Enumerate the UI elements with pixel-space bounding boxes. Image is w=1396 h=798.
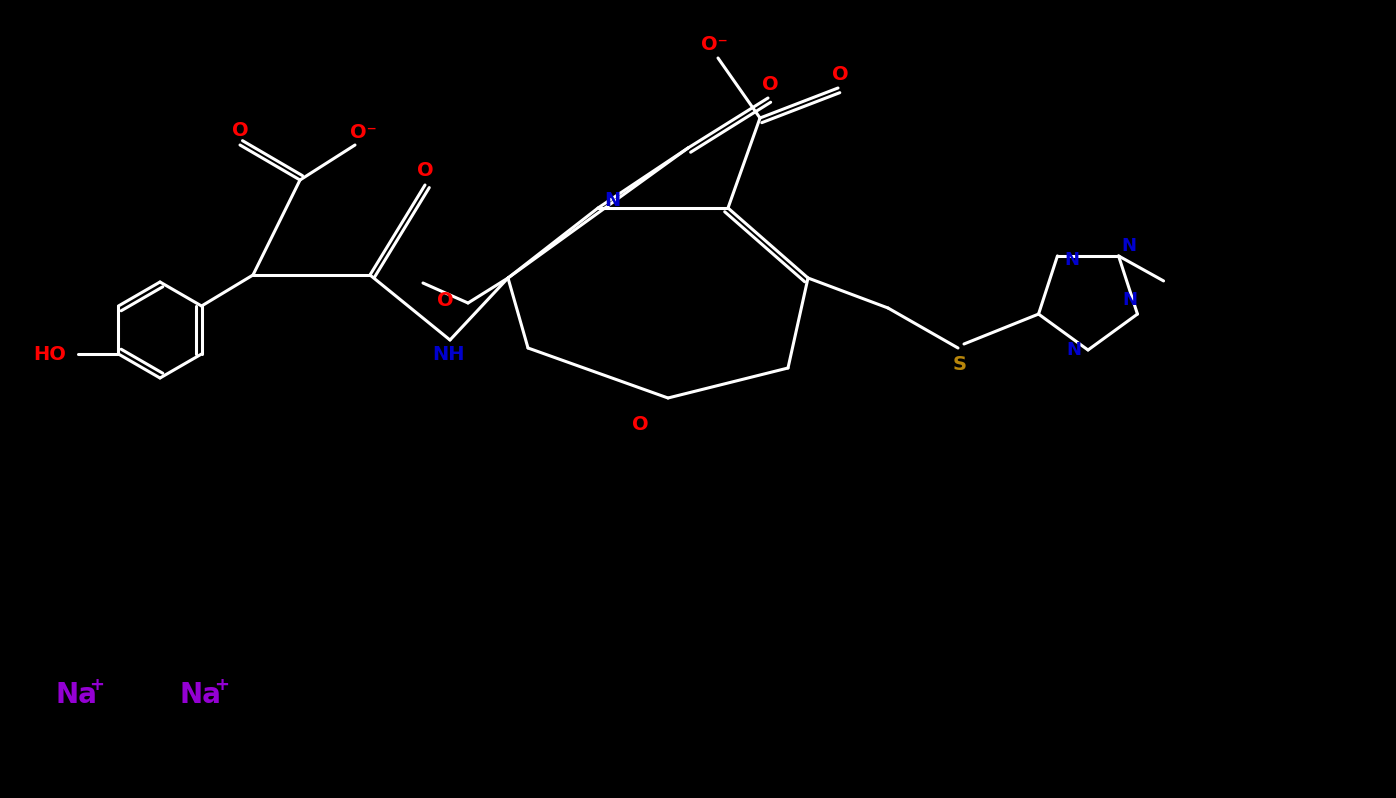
Text: O: O: [232, 121, 248, 140]
Text: O: O: [437, 291, 454, 310]
Text: Na: Na: [180, 681, 222, 709]
Text: O: O: [762, 74, 779, 93]
Text: O⁻: O⁻: [701, 34, 727, 53]
Text: HO: HO: [34, 345, 67, 364]
Text: O: O: [832, 65, 849, 84]
Text: N: N: [604, 191, 620, 210]
Text: +: +: [89, 676, 103, 694]
Text: O⁻: O⁻: [349, 124, 377, 143]
Text: Na: Na: [54, 681, 96, 709]
Text: O: O: [416, 161, 433, 180]
Text: +: +: [214, 676, 229, 694]
Text: NH: NH: [431, 345, 465, 364]
Text: N: N: [1121, 237, 1136, 255]
Text: S: S: [953, 354, 967, 373]
Text: N: N: [1122, 291, 1136, 309]
Text: O: O: [631, 416, 648, 434]
Text: N: N: [1064, 251, 1079, 269]
Text: N: N: [1067, 341, 1082, 359]
